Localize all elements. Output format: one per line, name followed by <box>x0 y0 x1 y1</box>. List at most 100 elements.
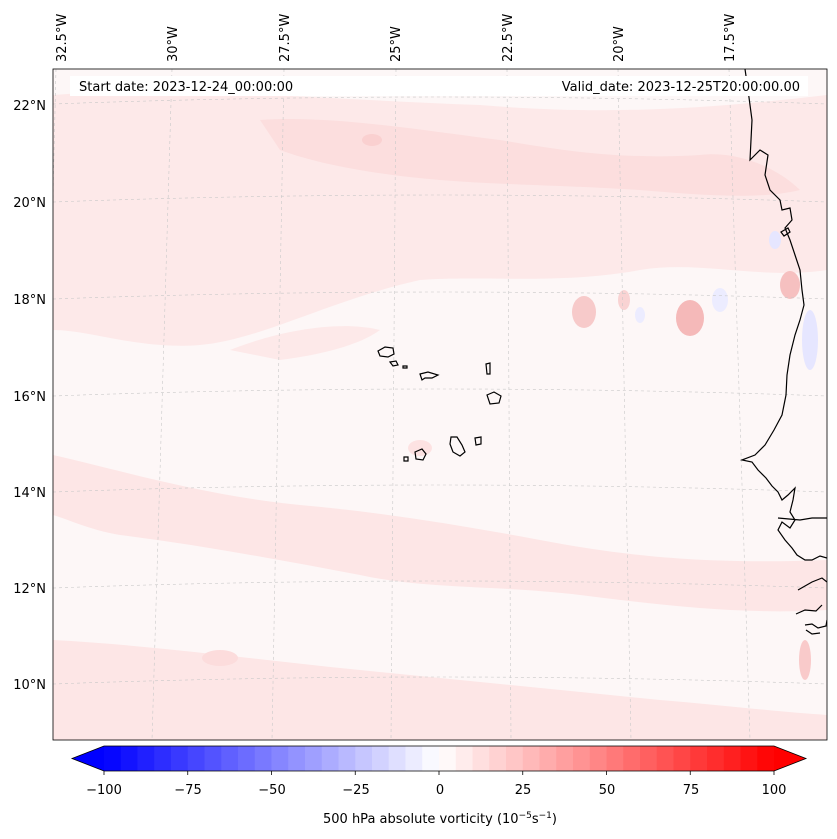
vorticity-blob-11 <box>408 440 432 456</box>
colorbar-segment <box>154 746 172 771</box>
island-sao-vicente <box>388 360 399 367</box>
colorbar-segment <box>104 746 122 771</box>
longitude-labels: 32.5°W 30°W 27.5°W 25°W 22.5°W 20°W 17.5… <box>55 14 738 62</box>
cape-verde-islands <box>377 346 502 462</box>
colorbar-segment <box>690 746 708 771</box>
colorbar-segment <box>707 746 725 771</box>
lat-label: 10°N <box>13 678 46 693</box>
vorticity-blob-4 <box>780 271 800 299</box>
lat-label: 22°N <box>13 99 46 114</box>
colorbar-segment <box>640 746 658 771</box>
vorticity-blob-3 <box>618 290 630 310</box>
colorbar-segment <box>489 746 507 771</box>
colorbar-tick-label: −50 <box>258 783 285 798</box>
vorticity-blob-5 <box>712 288 728 312</box>
vorticity-blob-8 <box>769 231 781 249</box>
colorbar-ticks: −100 −75 −50 −25 0 25 50 75 100 <box>86 783 786 798</box>
colorbar-segment <box>238 746 256 771</box>
colorbar-segment <box>120 746 138 771</box>
colorbar-segment <box>723 746 741 771</box>
colorbar-segment <box>740 746 758 771</box>
colorbar-segment <box>305 746 323 771</box>
island-fogo <box>414 448 427 461</box>
lat-label: 14°N <box>13 486 46 501</box>
colorbar-tick-label: 0 <box>436 783 444 798</box>
colorbar-segment <box>321 746 339 771</box>
map-frame <box>52 68 828 741</box>
colorbar-segment <box>656 746 674 771</box>
island-santo-antao <box>377 346 395 358</box>
latitude-labels: 22°N 20°N 18°N 16°N 14°N 12°N 10°N <box>13 99 46 693</box>
colorbar-segment <box>288 746 306 771</box>
colorbar-segment <box>221 746 239 771</box>
colorbar-tick-label: 50 <box>599 783 616 798</box>
lat-label: 12°N <box>13 582 46 597</box>
lon-label: 30°W <box>166 26 181 62</box>
date-bar-background <box>70 76 808 96</box>
island-santiago <box>449 436 466 457</box>
island-brava <box>403 456 409 462</box>
colorbar-segment <box>204 746 222 771</box>
map-panel <box>53 69 827 740</box>
vorticity-band-south2 <box>53 640 827 740</box>
colorbar-extend-max <box>774 746 806 771</box>
lat-label: 20°N <box>13 196 46 211</box>
colorbar-segment <box>623 746 641 771</box>
colorbar-segment <box>187 746 205 771</box>
valid-date-text: Valid_date: 2023-12-25T20:00:00.00 <box>562 80 800 95</box>
colorbar-segment <box>338 746 356 771</box>
lon-label: 25°W <box>389 26 404 62</box>
colorbar-extend-min <box>72 746 104 771</box>
colorbar-segment <box>673 746 691 771</box>
colorbar-segment <box>472 746 490 771</box>
colorbar-segment <box>254 746 272 771</box>
lat-label: 18°N <box>13 293 46 308</box>
colorbar-segment <box>606 746 624 771</box>
africa-coastline <box>739 69 827 635</box>
colorbar-tick-label: −25 <box>342 783 369 798</box>
colorbar-segment <box>589 746 607 771</box>
start-date-text: Start date: 2023-12-24_00:00:00 <box>79 80 293 95</box>
vorticity-band-south <box>53 455 827 612</box>
colorbar-segment <box>372 746 390 771</box>
island-sao-nicolau <box>419 371 440 381</box>
colorbar-segment <box>355 746 373 771</box>
colorbar-segment <box>439 746 457 771</box>
lon-label: 27.5°W <box>278 14 293 62</box>
colorbar-segment <box>422 746 440 771</box>
colorbar-segment <box>506 746 524 771</box>
colorbar-tick-label: −75 <box>174 783 201 798</box>
colorbar-segment <box>405 746 423 771</box>
lat-label: 16°N <box>13 390 46 405</box>
colorbar-segment <box>271 746 289 771</box>
island-boa-vista <box>486 391 502 405</box>
vorticity-blob-12 <box>362 134 382 146</box>
colorbar-segment <box>455 746 473 771</box>
vorticity-blob-2 <box>676 300 704 336</box>
vorticity-band-north-core <box>260 119 800 196</box>
vorticity-field <box>53 91 827 740</box>
colorbar-segment <box>388 746 406 771</box>
vorticity-band-north <box>53 91 827 346</box>
colorbar-segment <box>522 746 540 771</box>
island-sal <box>485 362 491 375</box>
lon-label: 20°W <box>612 26 627 62</box>
lon-label: 22.5°W <box>501 14 516 62</box>
colorbar-segment <box>757 746 775 771</box>
colorbar-label: 500 hPa absolute vorticity (10−5s−1) <box>323 811 557 827</box>
vorticity-blob-6 <box>635 307 645 323</box>
vorticity-blob-7 <box>802 310 818 370</box>
island-santa-luzia <box>402 365 408 369</box>
vorticity-blob-10 <box>202 650 238 666</box>
lon-label: 32.5°W <box>55 14 70 62</box>
colorbar-segment <box>137 746 155 771</box>
colorbar-tick-label: 100 <box>762 783 787 798</box>
vorticity-band-middle <box>230 326 380 360</box>
vorticity-blob-1 <box>572 296 596 328</box>
island-maio <box>474 436 482 446</box>
colorbar-tick-label: −100 <box>86 783 122 798</box>
lon-label: 17.5°W <box>723 14 738 62</box>
colorbar-tick-label: 25 <box>515 783 532 798</box>
colorbar <box>70 745 808 775</box>
